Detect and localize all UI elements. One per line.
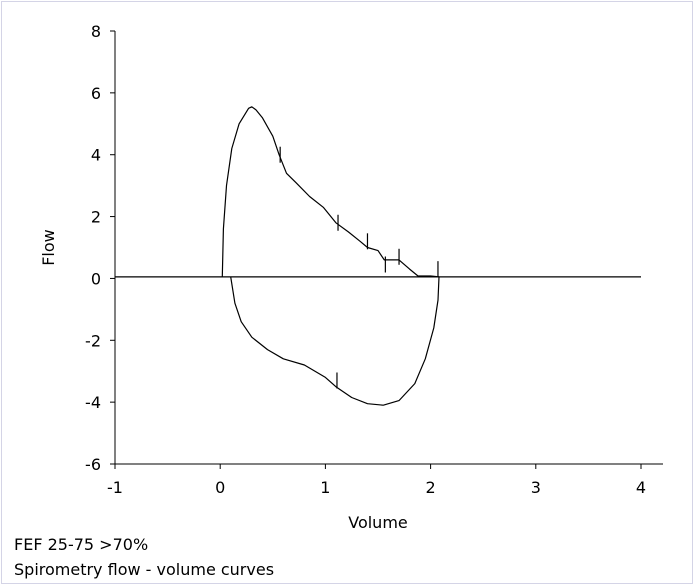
flow-volume-chart: -1 0 1 2 3 4 -6 -4 -2 0 2 4 6 8 Volume Flow	[39, 22, 663, 532]
caption-title: Spirometry flow - volume curves	[14, 560, 275, 579]
x-tick-label: -1	[107, 478, 123, 497]
y-axis-label: Flow	[39, 229, 58, 266]
y-tick-label: 4	[91, 146, 101, 165]
y-tick-label: -6	[85, 455, 101, 474]
y-tick-label: 6	[91, 84, 101, 103]
x-tick-label: 3	[531, 478, 541, 497]
axes: -1 0 1 2 3 4 -6 -4 -2 0 2 4 6 8	[85, 22, 663, 497]
caption-fef: FEF 25-75 >70%	[14, 535, 149, 554]
x-tick-label: 2	[426, 478, 436, 497]
x-axis-label: Volume	[348, 513, 408, 532]
series-line-1	[221, 106, 440, 278]
series-line-2	[230, 276, 440, 406]
curves	[115, 106, 641, 406]
x-tick-label: 0	[215, 478, 225, 497]
y-tick-label: 8	[91, 22, 101, 41]
y-tick-label: -4	[85, 393, 101, 412]
y-tick-label: -2	[85, 331, 101, 350]
markers	[279, 146, 439, 389]
y-tick-label: 0	[91, 269, 101, 288]
y-tick-label: 2	[91, 208, 101, 227]
x-tick-label: 1	[320, 478, 330, 497]
x-tick-label: 4	[636, 478, 646, 497]
